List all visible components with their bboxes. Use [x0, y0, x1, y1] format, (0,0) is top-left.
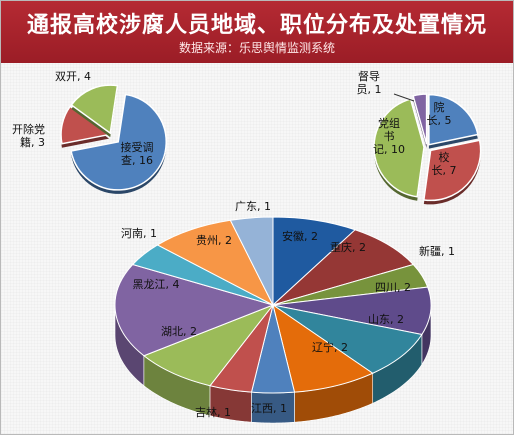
region-slice-8 — [142, 303, 275, 387]
region-data-label-5: 辽宁, 2 — [312, 340, 348, 354]
disposal-data-label-1: 开除党籍, 3 — [12, 122, 45, 149]
region-pie — [114, 216, 432, 424]
disposal-slice-1 — [60, 105, 111, 145]
region-data-label-3: 四川, 2 — [375, 281, 411, 294]
region-data-label-8: 湖北, 2 — [161, 325, 197, 338]
chart-title: 通报高校涉腐人员地域、职位分布及处置情况 — [26, 13, 487, 38]
position-data-label-3: 督导员, 1 — [357, 69, 382, 96]
region-slice-11 — [156, 219, 275, 307]
region-data-label-4: 山东, 2 — [368, 313, 404, 326]
region-slice-12 — [229, 216, 274, 306]
region-slice-9 — [114, 263, 275, 357]
region-slice-5 — [272, 303, 374, 393]
region-slice-0 — [272, 216, 357, 307]
disposal-slice-0 — [70, 93, 167, 191]
chart-subtitle: 数据来源：乐思舆情监测系统 — [178, 41, 335, 55]
region-slice-1 — [272, 229, 415, 306]
position-data-label-1: 校长, 7 — [432, 150, 457, 177]
region-data-label-9: 黑龙江, 4 — [133, 278, 180, 291]
title-banner: 通报高校涉腐人员地域、职位分布及处置情况 数据来源：乐思舆情监测系统 — [1, 1, 513, 63]
region-data-label-6: 江西, 1 — [251, 402, 287, 415]
region-slice-3 — [272, 286, 432, 336]
position-leader-line — [393, 93, 415, 102]
disposal-data-label-2: 双开, 4 — [55, 70, 91, 83]
region-slice-4 — [272, 304, 423, 374]
region-data-label-11: 贵州, 2 — [196, 234, 232, 247]
position-slice-2 — [373, 98, 425, 198]
disposal-slice-2 — [70, 84, 119, 135]
disposal-pie — [60, 84, 167, 194]
position-pie — [373, 93, 482, 205]
region-data-label-2: 新疆, 1 — [419, 244, 455, 258]
region-data-label-7: 吉林, 1 — [195, 405, 231, 419]
position-data-label-2: 党组书记, 10 — [373, 116, 405, 156]
region-data-label-0: 安徽, 2 — [282, 229, 318, 243]
position-slice-3 — [412, 93, 428, 145]
disposal-data-label-0: 接受调查, 16 — [121, 141, 154, 167]
region-data-label-1: 重庆, 2 — [330, 240, 366, 254]
position-data-label-0: 院长, 5 — [427, 100, 452, 127]
position-slice-0 — [428, 93, 479, 146]
position-slice-1 — [423, 139, 482, 202]
region-data-label-10: 河南, 1 — [121, 227, 157, 240]
region-data-label-12: 广东, 1 — [235, 200, 271, 213]
